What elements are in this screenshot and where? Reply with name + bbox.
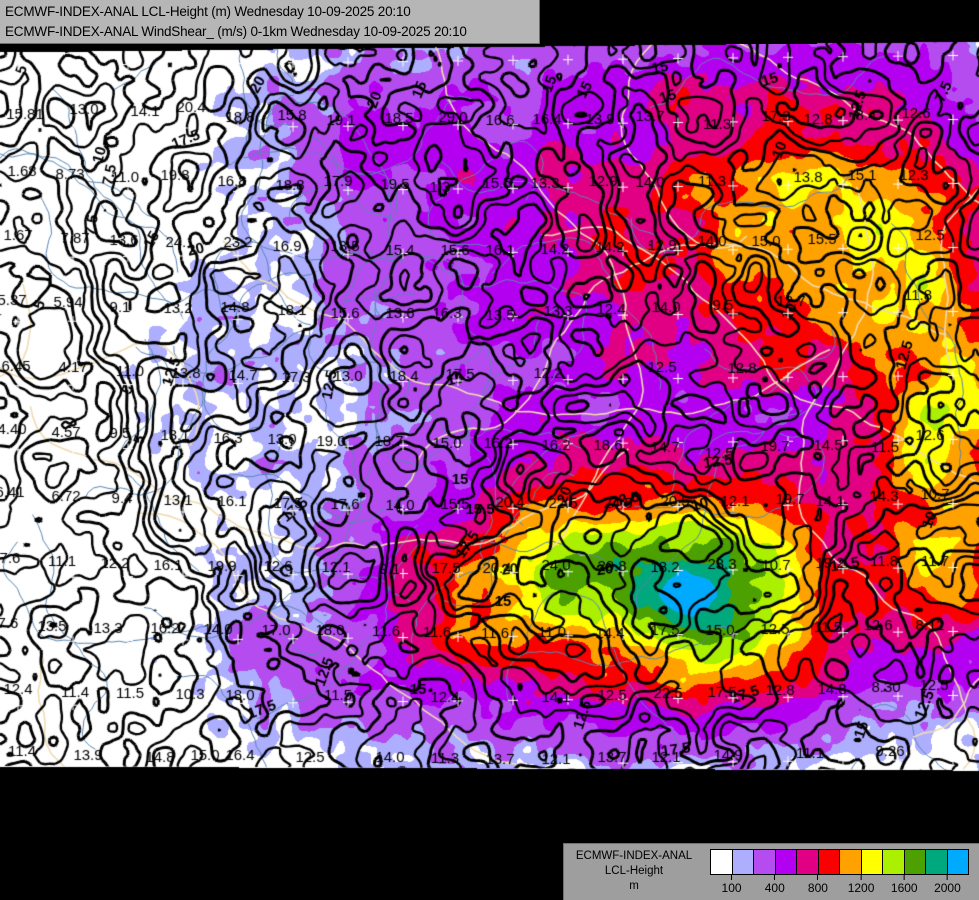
color-scale-legend: ECMWF-INDEX-ANAL LCL-Height m 100 400 800 1… xyxy=(563,843,979,900)
legend-tick-labels: 100 400 800 1200 1600 2000 xyxy=(710,875,969,899)
legend-tick-1600: 1600 xyxy=(891,875,918,895)
legend-unit: m xyxy=(629,880,639,892)
title-line-lcl-height: ECMWF-INDEX-ANAL LCL-Height (m) Wednesda… xyxy=(5,4,411,19)
legend-tick-1200: 1200 xyxy=(848,875,874,895)
legend-caption: ECMWF-INDEX-ANAL LCL-Height m xyxy=(564,844,704,894)
legend-swatch-11 xyxy=(947,850,968,874)
legend-scale: 100 400 800 1200 1600 2000 xyxy=(710,849,969,899)
legend-swatch-2 xyxy=(754,850,776,874)
legend-swatch-5 xyxy=(818,850,840,874)
legend-tick-2000: 2000 xyxy=(934,875,961,895)
title-line-windshear: ECMWF-INDEX-ANAL WindShear_ (m/s) 0-1km … xyxy=(5,24,467,39)
legend-parameter-name: LCL-Height xyxy=(604,865,664,877)
legend-swatch-strip xyxy=(710,849,969,875)
legend-tick-100: 100 xyxy=(722,875,742,895)
legend-swatch-4 xyxy=(797,850,819,874)
legend-swatch-0 xyxy=(711,850,733,874)
legend-tick-800: 800 xyxy=(808,875,828,895)
legend-model-name: ECMWF-INDEX-ANAL xyxy=(575,850,693,862)
legend-swatch-6 xyxy=(840,850,862,874)
legend-tick-400: 400 xyxy=(765,875,785,895)
chart-title-panel: ECMWF-INDEX-ANAL LCL-Height (m) Wednesda… xyxy=(0,0,540,44)
legend-swatch-9 xyxy=(904,850,926,874)
legend-swatch-7 xyxy=(861,850,883,874)
legend-swatch-1 xyxy=(732,850,754,874)
legend-swatch-3 xyxy=(775,850,797,874)
legend-swatch-8 xyxy=(883,850,905,874)
legend-swatch-10 xyxy=(926,850,948,874)
